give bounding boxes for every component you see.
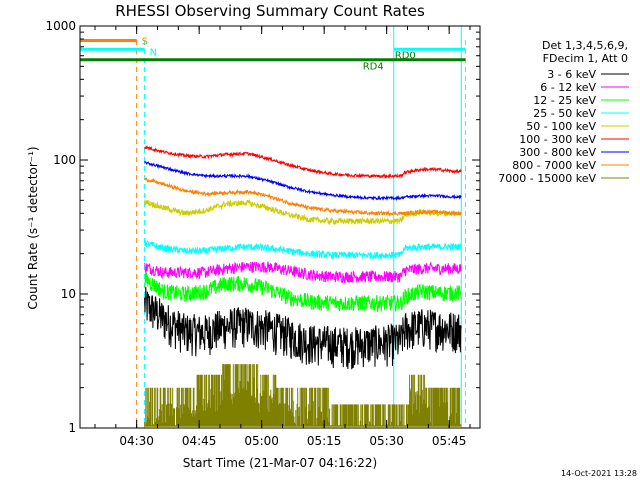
y-tick-label-3: 1000 [45,19,76,33]
night-label: N [150,47,157,58]
saa-label: S [142,36,148,47]
rd0-label: RD0 [395,51,416,62]
series-line-6-12-kev [144,261,462,284]
series-line-7000-15000-kev [144,364,462,427]
x-tick-label-3: 05:15 [307,434,342,448]
series-6-12-kev [144,261,462,284]
series-800-7000-kev [144,176,462,217]
series-line-3-6-kev [144,286,462,370]
series-12-25-kev [144,272,462,313]
legend-label-300-800-kev: 300 - 800 keV [519,146,596,159]
chart-title: RHESSI Observing Summary Count Rates [115,2,425,20]
plot-area: SN RD4 RD0 [79,26,466,428]
legend-label-100-300-kev: 100 - 300 keV [519,133,596,146]
series-7000-15000-kev [144,364,462,427]
y-tick-label-0: 1 [68,421,76,435]
legend-label-50-100-kev: 50 - 100 keV [526,120,596,133]
rd4-label: RD4 [363,62,384,73]
y-tick-label-1: 10 [61,287,76,301]
x-tick-label-1: 04:45 [182,434,217,448]
series-line-50-100-kev [144,199,462,226]
legend-header-line-2: FDecim 1, Att 0 [543,52,628,65]
legend-label-6-12-kev: 6 - 12 keV [540,81,596,94]
legend-label-3-6-kev: 3 - 6 keV [547,68,596,81]
series-100-300-kev [144,144,462,179]
series-3-6-kev [144,286,462,370]
y-tick-label-2: 100 [53,153,76,167]
x-tick-label-4: 05:30 [369,434,404,448]
x-tick-label-5: 05:45 [432,434,467,448]
series-50-100-kev [144,199,462,226]
legend-header-line-1: Det 1,3,4,5,6,9, [542,39,628,52]
series-line-100-300-kev [144,144,462,179]
legend-label-12-25-kev: 12 - 25 keV [533,94,596,107]
legend-label-7000-15000-kev: 7000 - 15000 keV [498,172,596,185]
axes: 1 10 100 1000 04:30 04:45 05:00 05:15 05:30 05:45 [45,19,481,448]
legend-label-25-50-kev: 25 - 50 keV [533,107,596,120]
y-axis-label: Count Rate (s⁻¹ detector⁻¹) [26,146,40,309]
series-line-300-800-kev [144,161,462,202]
series-25-50-kev [144,239,462,261]
x-tick-label-2: 05:00 [244,434,279,448]
series-line-12-25-kev [144,272,462,313]
legend-label-800-7000-kev: 800 - 7000 keV [512,159,596,172]
x-axis-label: Start Time (21-Mar-07 04:16:22) [183,456,377,470]
x-tick-label-0: 04:30 [119,434,154,448]
legend: Det 1,3,4,5,6,9, FDecim 1, Att 0 3 - 6 k… [498,39,629,185]
plot-frame [79,25,481,429]
series-line-25-50-kev [144,239,462,261]
series-line-800-7000-kev [144,176,462,217]
timestamp: 14-Oct-2021 13:28 [561,469,637,478]
series-300-800-kev [144,161,462,202]
